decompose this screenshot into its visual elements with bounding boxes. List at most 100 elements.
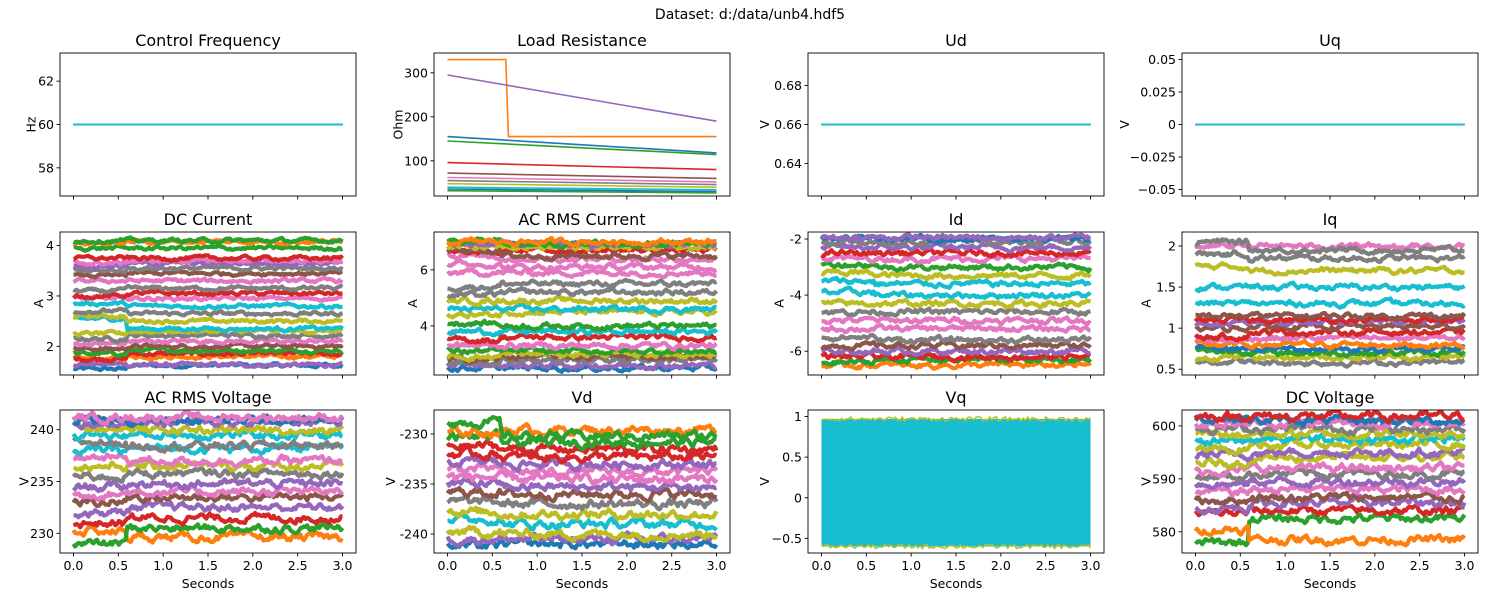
series-line: [447, 176, 717, 183]
series-line: [446, 461, 719, 480]
y-tick-label: 0.64: [774, 156, 802, 171]
subplot-title: Vd: [571, 388, 592, 407]
y-axis-label: A: [1138, 299, 1153, 308]
series-line: [445, 235, 718, 249]
y-tick-label: 0.68: [774, 78, 802, 93]
y-axis-label: Ohm: [390, 110, 405, 140]
y-tick-label: 230: [30, 526, 54, 541]
series-line: [445, 475, 718, 493]
series-line: [72, 235, 344, 246]
series-line: [447, 74, 717, 122]
y-axis-label: V: [757, 477, 772, 486]
y-tick-label: -240: [400, 527, 428, 542]
series-line: [1194, 237, 1466, 257]
series-line: [71, 410, 345, 426]
y-axis-label: Hz: [24, 116, 39, 132]
series-line: [1194, 249, 1466, 264]
series-line: [1193, 314, 1466, 326]
series-line: [447, 511, 718, 532]
subplot-title: Ud: [945, 31, 967, 50]
series-line: [71, 483, 344, 502]
subplot-title: DC Current: [164, 210, 253, 229]
series-line: [446, 331, 718, 345]
x-tick-label: 1.5: [946, 558, 966, 573]
series-line: [447, 172, 717, 180]
series-line: [71, 521, 345, 549]
x-tick-label: 1.0: [1275, 558, 1295, 573]
series-line: [447, 188, 717, 193]
series-line: [71, 466, 345, 484]
y-axis-label: A: [31, 299, 46, 308]
y-tick-label: −0.025: [1130, 150, 1176, 165]
series-line: [820, 315, 1092, 327]
x-tick-label: 0.5: [856, 558, 876, 573]
y-tick-label: 0.5: [1156, 362, 1176, 377]
series-line: [446, 326, 719, 338]
y-tick-label: 235: [30, 474, 54, 489]
subplot-title: Iq: [1323, 210, 1338, 229]
y-axis-label: A: [772, 299, 787, 308]
series-line: [71, 477, 344, 494]
x-tick-label: 2.5: [662, 558, 682, 573]
series-line: [72, 345, 343, 359]
series-line: [1194, 446, 1466, 463]
y-tick-label: -230: [400, 427, 428, 442]
series-line: [1194, 356, 1466, 369]
subplot-4: 2 3 4 DC Current A: [31, 210, 357, 379]
series-fill: [821, 418, 1091, 547]
series-line: [1194, 482, 1466, 498]
x-tick-label: 2.5: [1410, 558, 1430, 573]
y-tick-label: 62: [38, 74, 54, 89]
y-tick-label: -2: [790, 232, 802, 247]
series-line: [1194, 261, 1466, 277]
series-line: [447, 277, 718, 294]
y-tick-label: 590: [1152, 471, 1176, 486]
series-line: [1194, 296, 1466, 310]
series-line: [445, 469, 719, 487]
y-tick-label: 4: [46, 238, 54, 253]
y-tick-label: −0.5: [772, 531, 802, 546]
x-tick-label: 0.5: [482, 558, 502, 573]
series-line: [72, 256, 343, 268]
x-axis-label: Seconds: [182, 576, 235, 591]
series-line: [72, 421, 345, 437]
y-tick-label: 0.05: [1148, 52, 1176, 67]
series-line: [447, 58, 717, 138]
y-tick-label: 0.5: [782, 450, 802, 465]
series-line: [820, 339, 1092, 352]
series-line: [446, 345, 718, 357]
subplot-title: Vq: [945, 388, 966, 407]
series-line: [446, 267, 718, 280]
series-line: [820, 345, 1092, 357]
series-line: [447, 182, 717, 188]
plot-area: [819, 232, 1093, 371]
series-line: [820, 322, 1092, 335]
series-line: [446, 494, 719, 512]
y-tick-label: 1: [794, 409, 802, 424]
subplot-9: -240 -235 -230 0.0 0.5 1.0 1.5 2.0 2.5 3.0 Vd V Seco…: [383, 388, 731, 591]
series-line: [445, 524, 719, 544]
x-tick-label: 1.5: [572, 558, 592, 573]
x-tick-label: 1.0: [527, 558, 547, 573]
series-line: [72, 264, 344, 275]
x-tick-label: 0.0: [64, 558, 84, 573]
subplot-title: AC RMS Voltage: [144, 388, 271, 407]
series-line: [819, 232, 1092, 243]
x-tick-label: 2.0: [1365, 558, 1385, 573]
x-tick-label: 0.0: [438, 558, 458, 573]
series-line: [447, 302, 718, 316]
series-line: [72, 452, 343, 469]
series-line: [820, 267, 1092, 282]
y-tick-label: -235: [400, 477, 428, 492]
series-line: [1193, 460, 1466, 479]
x-tick-label: 3.0: [707, 558, 727, 573]
y-tick-label: 3: [46, 288, 54, 303]
series-line: [1193, 490, 1466, 507]
subplot-0: 58 60 62 Control Frequency Hz: [24, 31, 357, 200]
series-line: [72, 499, 345, 520]
subplot-3: −0.05 −0.025 0 0.025 0.05 Uq V: [1117, 31, 1479, 200]
series-line: [820, 297, 1092, 310]
plot-area: [1193, 410, 1467, 548]
series-line: [445, 294, 719, 307]
